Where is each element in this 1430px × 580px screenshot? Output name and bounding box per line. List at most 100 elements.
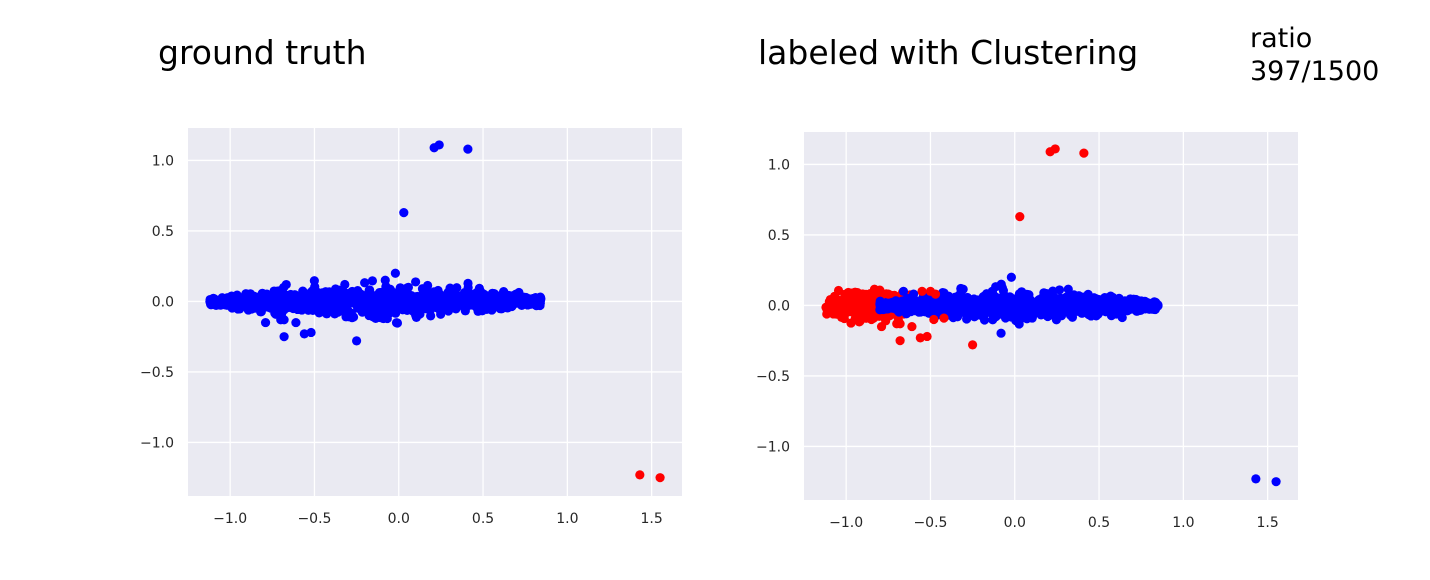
data-point	[978, 292, 988, 302]
data-point	[1008, 312, 1018, 322]
data-point	[922, 331, 932, 342]
data-point	[488, 303, 498, 313]
data-point	[306, 327, 316, 338]
data-point	[1042, 302, 1052, 312]
data-point	[317, 300, 327, 310]
data-point	[907, 321, 917, 332]
data-point	[480, 290, 490, 300]
data-point	[279, 332, 289, 342]
data-point	[1006, 272, 1016, 282]
data-point	[436, 309, 446, 319]
data-point	[850, 287, 860, 297]
data-point	[970, 311, 980, 321]
data-point	[341, 312, 351, 322]
data-point	[502, 296, 512, 307]
data-point	[360, 278, 370, 288]
x-tick-label: −0.5	[297, 511, 331, 527]
y-tick-label: 0.5	[768, 228, 790, 244]
data-point	[878, 303, 888, 313]
data-point	[334, 301, 345, 311]
x-tick-label: −1.0	[213, 511, 247, 527]
data-point	[968, 340, 978, 350]
data-point	[432, 297, 443, 307]
data-point	[1054, 285, 1065, 295]
data-point	[441, 290, 451, 301]
data-point	[655, 473, 665, 483]
data-point	[1015, 211, 1025, 222]
data-point	[1121, 299, 1131, 309]
data-point	[1022, 314, 1032, 324]
data-point	[961, 296, 971, 306]
data-point	[898, 286, 909, 296]
data-point	[390, 268, 400, 278]
data-point	[948, 307, 958, 317]
data-point	[939, 288, 949, 298]
data-point	[392, 301, 402, 311]
data-point	[448, 290, 458, 300]
data-point	[929, 314, 939, 325]
chart-title-right: labeled with Clustering	[758, 33, 1139, 72]
data-point	[317, 307, 327, 317]
data-point	[407, 292, 417, 302]
data-point	[330, 289, 340, 299]
data-point	[372, 298, 382, 308]
data-point	[1148, 304, 1159, 314]
x-tick-label: 0.5	[1088, 515, 1110, 531]
data-point	[996, 328, 1006, 338]
data-point	[1095, 306, 1105, 316]
data-point	[246, 300, 257, 311]
data-point	[888, 298, 898, 308]
data-point	[917, 286, 927, 296]
data-point	[375, 312, 386, 323]
data-point	[363, 295, 373, 305]
data-point	[499, 287, 509, 297]
chart-title-left: ground truth	[158, 33, 367, 72]
data-point	[858, 312, 868, 322]
y-tick-label: 1.0	[768, 157, 790, 173]
ratio-value: 397/1500	[1250, 56, 1380, 87]
y-tick-label: 0.5	[152, 224, 174, 240]
data-point	[434, 140, 444, 150]
data-point	[257, 288, 267, 298]
x-tick-label: 1.5	[1257, 515, 1279, 531]
x-tick-label: −1.0	[829, 515, 863, 531]
ratio-annotation: ratio 397/1500	[1250, 22, 1379, 88]
data-point	[411, 277, 421, 287]
data-point	[314, 291, 325, 301]
data-point	[1050, 144, 1060, 154]
data-point	[411, 309, 421, 319]
data-point	[1048, 307, 1059, 317]
data-point	[825, 302, 835, 312]
data-point	[854, 296, 864, 306]
data-point	[1271, 477, 1281, 487]
x-tick-label: 0.5	[472, 511, 494, 527]
data-point	[931, 300, 941, 310]
data-point	[352, 336, 362, 346]
data-point	[455, 297, 465, 307]
data-point	[1251, 474, 1261, 484]
data-point	[939, 305, 949, 315]
data-point	[399, 207, 409, 218]
data-point	[291, 317, 301, 328]
data-point	[382, 313, 392, 324]
data-point	[340, 279, 350, 290]
data-point	[442, 302, 452, 312]
data-point	[471, 297, 481, 307]
data-point	[421, 303, 431, 314]
data-point	[301, 298, 311, 309]
data-point	[875, 285, 885, 295]
data-point	[1114, 293, 1124, 303]
y-tick-label: −0.5	[140, 365, 174, 381]
ratio-label: ratio	[1250, 23, 1313, 54]
data-point	[996, 279, 1006, 289]
data-point	[883, 289, 893, 299]
data-point	[205, 294, 215, 305]
data-point	[1117, 312, 1127, 323]
data-point	[385, 296, 395, 306]
x-tick-label: 0.0	[1004, 515, 1026, 531]
data-point	[308, 305, 318, 316]
data-point	[952, 299, 962, 309]
data-point	[860, 303, 870, 313]
data-point	[939, 313, 949, 323]
